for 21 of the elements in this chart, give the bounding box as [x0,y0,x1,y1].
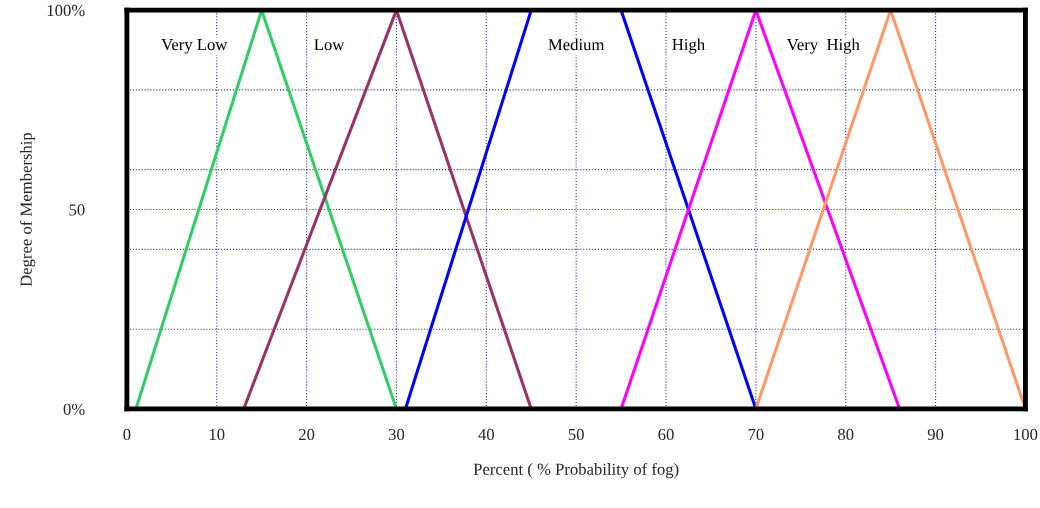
x-tick-label: 50 [568,428,584,441]
y-tick-label: 0% [63,403,85,415]
series-label: Medium [548,38,605,51]
x-tick-label: 70 [748,428,764,441]
x-tick-label: 20 [298,428,315,441]
x-tick-label: 60 [658,428,674,441]
x-tick-label: 0 [123,428,131,441]
x-tick-label: 80 [838,428,854,441]
series-label: Very High [786,38,860,54]
x-tick-label: 10 [209,428,225,441]
x-tick-label: 100 [1014,428,1038,441]
text: High [672,38,705,54]
y-tick-label: 100% [47,4,85,17]
series-label: Very Low [161,39,228,54]
x-tick-label: 90 [927,428,944,441]
y-tick-label: 50 [69,204,85,216]
text: Low [314,39,345,51]
x-tick-label: 30 [388,428,405,441]
x-axis-title: Percent ( % Probability of fog) [473,462,679,479]
x-tick-label: 40 [478,428,494,441]
y-axis-title: Degree of Membership [19,132,36,287]
